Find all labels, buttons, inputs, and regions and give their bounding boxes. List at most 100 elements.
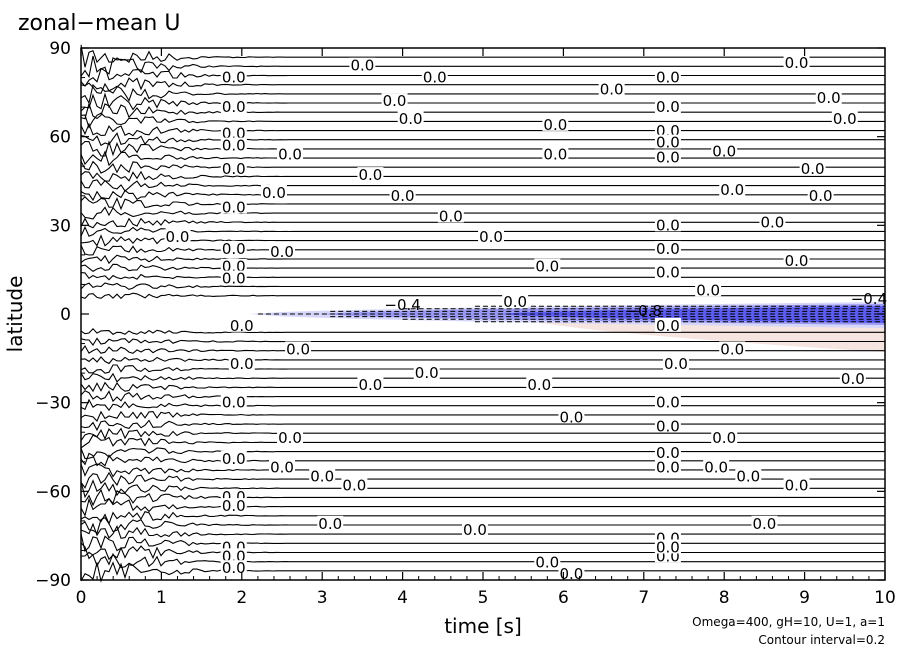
contour-label-bg <box>220 199 247 214</box>
contour-line <box>80 447 885 460</box>
contour-label: 0.0 <box>656 444 680 462</box>
contour-label: 0.0 <box>262 184 286 202</box>
contour-label: 0.0 <box>383 92 407 110</box>
contour-label: 0.0 <box>560 565 584 583</box>
x-tick-label: 8 <box>719 588 730 608</box>
contour-label: 0.0 <box>535 258 559 276</box>
contour-line <box>80 561 885 583</box>
contour-label-bg <box>220 498 247 513</box>
contour-label-bg <box>461 521 488 536</box>
contour-label-bg <box>759 214 786 229</box>
contour-line <box>80 179 885 192</box>
contour-label: 0.0 <box>310 468 334 486</box>
contour-label-bg <box>654 418 681 433</box>
x-axis-label: time [s] <box>444 614 522 638</box>
contour-line <box>80 254 885 265</box>
contour-line <box>80 372 885 383</box>
contour-label: 0.0 <box>720 181 744 199</box>
contour-line <box>80 44 885 68</box>
contour-label-bg <box>558 409 585 424</box>
contour-label: 0.0 <box>230 355 254 373</box>
contour-label: 0.0 <box>222 137 246 155</box>
contour-label-bg <box>220 548 247 563</box>
contour-label-bg <box>654 149 681 164</box>
contour-label: 0.0 <box>318 515 342 533</box>
contour-label: 0.0 <box>841 370 865 388</box>
contour-label-bg <box>220 560 247 575</box>
contour-line <box>80 381 885 393</box>
contour-label-negative: −0.4 <box>851 290 887 308</box>
x-tick-label: 4 <box>397 588 408 608</box>
contour-label-bg <box>220 137 247 152</box>
contour-label-bg <box>341 477 368 492</box>
contour-label: 0.0 <box>817 89 841 107</box>
contour-label-bg <box>719 181 746 196</box>
contour-line <box>80 189 885 202</box>
contour-label: 0.0 <box>286 340 310 358</box>
contour-label-bg <box>285 341 312 356</box>
contour-label: 0.0 <box>415 364 439 382</box>
contour-line <box>80 55 885 79</box>
contour-label: 0.0 <box>656 317 680 335</box>
contour-label: 0.0 <box>656 264 680 282</box>
contour-label: 0.0 <box>359 166 383 184</box>
y-tick-label: 30 <box>49 216 71 236</box>
x-tick-label: 3 <box>317 588 328 608</box>
contour-label-bg <box>711 430 738 445</box>
contour-label: 0.0 <box>230 317 254 335</box>
contour-line <box>80 282 885 291</box>
contour-label: 0.0 <box>720 340 744 358</box>
contour-label: 0.0 <box>833 110 857 128</box>
contour-line <box>80 244 885 256</box>
contour-label-bg <box>654 69 681 84</box>
contour-label-bg <box>220 270 247 285</box>
contour-label: 0.0 <box>696 281 720 299</box>
contour-label-bg <box>783 252 810 267</box>
contour-line <box>80 132 885 147</box>
contour-label: 0.0 <box>479 228 503 246</box>
contour-label-bg <box>269 243 295 258</box>
contour-label-bg <box>751 515 778 530</box>
contour-label-bg <box>654 134 681 149</box>
contour-line <box>80 488 885 507</box>
y-tick-label: −90 <box>35 571 71 591</box>
contour-line <box>80 327 885 335</box>
chart-title: zonal−mean U <box>18 11 180 36</box>
contour-label-bg <box>357 167 384 182</box>
y-tick-label: −30 <box>35 394 71 414</box>
contour-label-bg <box>654 444 681 459</box>
contour-label-bg <box>164 229 191 244</box>
contour-label: 0.0 <box>712 429 736 447</box>
contour-label: 0.0 <box>527 376 551 394</box>
contour-line <box>80 263 885 272</box>
contour-label-bg <box>389 187 416 202</box>
x-tick-label: 0 <box>76 588 87 608</box>
contour-line <box>80 170 885 182</box>
contour-line <box>80 150 885 167</box>
x-tick-label: 10 <box>874 588 896 608</box>
contour-label-bg <box>309 468 336 483</box>
contour-label-bg <box>534 554 561 569</box>
x-tick-label: 1 <box>156 588 167 608</box>
contour-label-bg <box>220 161 247 176</box>
x-tick-label: 9 <box>799 588 810 608</box>
contour-label-bg <box>542 116 569 131</box>
y-tick-label: −60 <box>35 482 71 502</box>
contour-label-bg <box>437 208 464 223</box>
contour-label-bg <box>478 229 505 244</box>
contour-line <box>80 356 885 365</box>
contour-label: 0.0 <box>785 54 809 72</box>
contour-label: 0.0 <box>166 228 190 246</box>
contour-label: 0.0 <box>535 553 559 571</box>
contour-label-bg <box>421 69 448 84</box>
contour-label: 0.0 <box>359 376 383 394</box>
x-tick-label: 2 <box>236 588 247 608</box>
contour-label: 0.0 <box>543 116 567 134</box>
contour-label: 0.0 <box>656 459 680 477</box>
contour-label-bg <box>799 161 826 176</box>
contour-label: 0.0 <box>761 213 785 231</box>
contour-line <box>80 452 885 467</box>
contour-line <box>80 337 885 346</box>
contour-label: 0.0 <box>736 468 760 486</box>
